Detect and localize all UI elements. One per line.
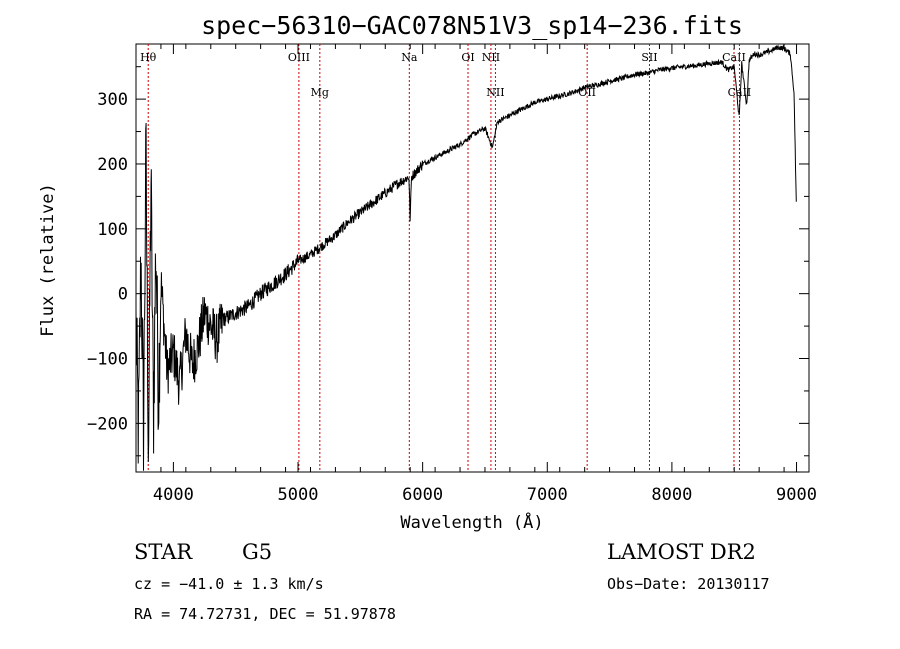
plot-frame: [135, 43, 810, 473]
object-class: STAR: [134, 540, 193, 564]
observation-date: Obs−Date: 20130117: [607, 575, 770, 593]
y-axis-ticks: −200 −100 0 100 200 300: [87, 66, 809, 457]
x-tick-label: 5000: [278, 485, 319, 505]
y-tick-label: 200: [97, 155, 128, 175]
spectral-line-label: OI: [461, 51, 474, 64]
x-axis-label: Wavelength (Å): [400, 511, 543, 533]
survey-name: LAMOST DR2: [607, 540, 756, 564]
x-tick-label: 4000: [153, 485, 194, 505]
spectral-line-label: SII: [641, 51, 657, 64]
x-tick-label: 6000: [402, 485, 443, 505]
y-axis-label: Flux (relative): [38, 183, 58, 337]
y-tick-label: −100: [87, 350, 128, 370]
x-axis-ticks: 4000 5000 6000 7000 8000 9000: [135, 44, 817, 505]
redshift-value: cz = −41.0 ± 1.3 km/s: [134, 575, 324, 593]
spectral-line-label: Mg: [311, 86, 329, 99]
x-tick-label: 9000: [776, 485, 817, 505]
y-tick-label: −200: [87, 414, 128, 434]
object-subclass: G5: [242, 540, 272, 564]
spectral-line-label: Hθ: [140, 51, 157, 64]
x-tick-label: 8000: [651, 485, 692, 505]
spectral-line-label: OIII: [288, 51, 310, 64]
y-tick-label: 0: [118, 285, 128, 305]
spectral-line-label: Na: [401, 51, 418, 64]
chart-title: spec−56310−GAC078N51V3_sp14−236.fits: [201, 11, 743, 40]
coordinates: RA = 74.72731, DEC = 51.97878: [134, 605, 396, 623]
y-tick-label: 300: [97, 90, 128, 110]
spectral-line-label: NII: [486, 86, 504, 99]
spectral-line-label: NII: [482, 51, 500, 64]
x-tick-label: 7000: [527, 485, 568, 505]
flux-series-line: [135, 44, 797, 471]
y-tick-label: 100: [97, 220, 128, 240]
